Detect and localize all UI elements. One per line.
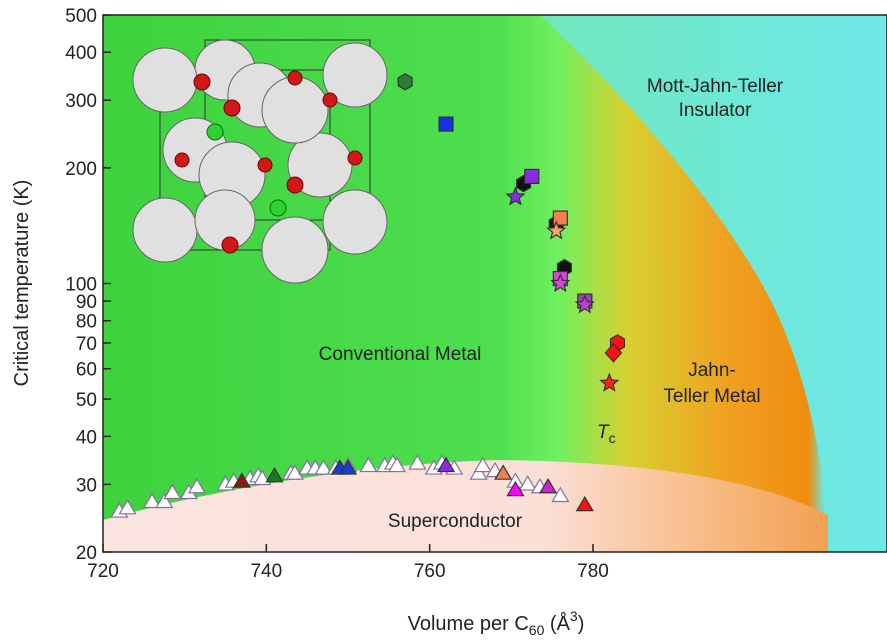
- x-axis-label-sup: 3: [570, 608, 578, 624]
- chart: Critical temperature (K) Volume per C60 …: [0, 0, 887, 643]
- region-label: Teller Metal: [663, 386, 760, 407]
- region-label: Insulator: [679, 100, 753, 121]
- square-marker: [439, 117, 453, 131]
- y-tick-label: 400: [65, 43, 97, 64]
- square-marker: [525, 169, 539, 183]
- y-tick-label: 200: [65, 159, 97, 180]
- region-label: Conventional Metal: [319, 344, 482, 365]
- hexagon-marker: [398, 74, 412, 90]
- y-tick-label: 50: [76, 390, 97, 411]
- x-tick-label: 740: [250, 561, 282, 582]
- y-tick-label: 80: [76, 312, 97, 333]
- y-tick-label: 30: [76, 475, 97, 496]
- x-tick-label: 780: [577, 561, 609, 582]
- y-tick-label: 40: [76, 427, 97, 448]
- region-label: Mott-Jahn-Teller: [647, 76, 784, 97]
- x-tick-label: 720: [87, 561, 119, 582]
- tc-subscript: c: [609, 430, 616, 446]
- x-axis-label-part: ): [578, 613, 585, 635]
- x-axis-label-part: (Å: [544, 612, 570, 635]
- x-axis-label-part: Volume per C: [408, 613, 529, 635]
- region-label: Superconductor: [388, 511, 523, 532]
- y-tick-label: 500: [65, 6, 97, 27]
- y-tick-label: 300: [65, 91, 97, 112]
- x-axis-label: Volume per C60 (Å3): [408, 608, 585, 638]
- x-tick-label: 760: [414, 561, 446, 582]
- x-axis-label-sub: 60: [529, 622, 545, 638]
- y-tick-label: 70: [76, 334, 97, 355]
- y-tick-label: 60: [76, 360, 97, 381]
- region-label: Jahn-: [688, 360, 736, 381]
- y-axis-label: Critical temperature (K): [11, 180, 33, 387]
- y-tick-label: 100: [65, 275, 97, 296]
